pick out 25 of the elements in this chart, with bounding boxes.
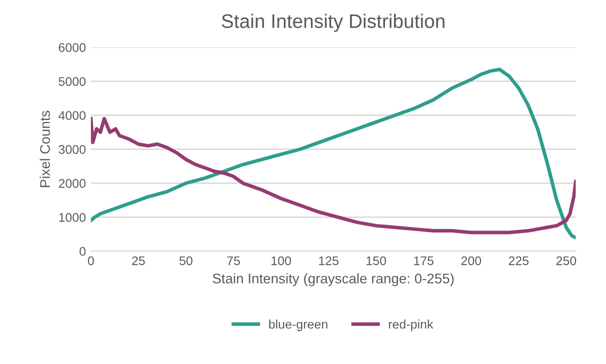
chart-title: Stain Intensity Distribution (222, 14, 444, 32)
y-tick-label: 4000 (58, 111, 86, 120)
x-tick-label: 0 (88, 256, 94, 266)
x-tick-label: 175 (414, 256, 434, 266)
legend-label: red-pink (388, 319, 434, 332)
x-tick-label: 125 (319, 256, 338, 266)
y-tick-label: 2000 (58, 179, 86, 188)
x-axis-title: Stain Intensity (grayscale range: 0-255) (212, 273, 454, 286)
x-tick-label: 50 (180, 256, 192, 266)
x-tick-label: 250 (556, 256, 576, 266)
y-tick-label: 3000 (58, 145, 86, 154)
y-axis-title: Pixel Counts (40, 110, 50, 188)
line-series (90, 116, 576, 234)
x-tick-label: 75 (227, 256, 240, 266)
y-tick-label: 0 (80, 246, 86, 256)
y-tick-label: 1000 (59, 212, 86, 222)
legend-label: blue-green (269, 319, 328, 332)
line-series (90, 68, 576, 240)
x-tick-label: 225 (508, 256, 529, 266)
x-tick-label: 25 (132, 256, 145, 266)
y-tick-label: 5000 (58, 77, 86, 86)
x-tick-label: 150 (366, 256, 386, 266)
x-tick-label: 200 (461, 256, 482, 266)
y-tick-label: 6000 (58, 43, 86, 52)
x-tick-label: 100 (272, 256, 291, 266)
